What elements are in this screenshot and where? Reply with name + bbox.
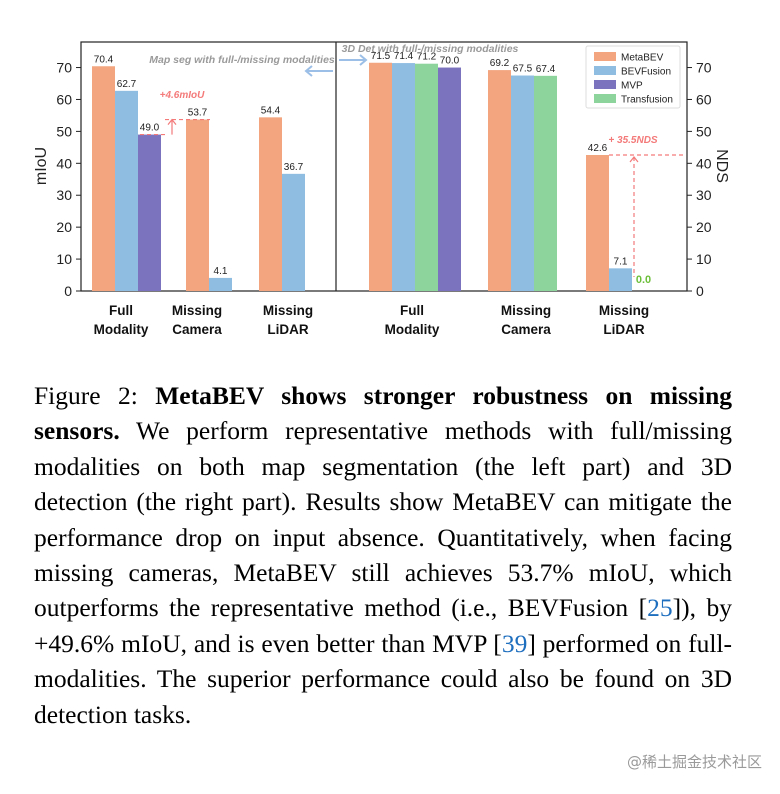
data-label-mvp: 70.0	[440, 56, 460, 67]
left-tick-label: 70	[56, 60, 72, 76]
legend-label-bevfusion: BEVFusion	[621, 67, 671, 78]
watermark: @稀土掘金技术社区	[626, 753, 762, 771]
bar-mvp	[438, 67, 461, 292]
legend-box	[585, 45, 681, 109]
bar-transfusion	[415, 63, 438, 292]
data-label-metabev: 69.2	[490, 58, 510, 69]
x-tick-label-line2: Modality	[94, 322, 149, 337]
x-tick-label-line2: Camera	[172, 322, 222, 337]
data-label-mvp: 49.0	[140, 123, 160, 134]
citation-link-39[interactable]: 39	[501, 628, 528, 658]
bar-bevfusion	[392, 63, 415, 291]
citation-link-25[interactable]: 25	[647, 593, 673, 623]
left-tick-label: 40	[56, 155, 72, 171]
annotation-right: + 35.5NDS	[608, 135, 658, 146]
legend-swatch-mvp	[594, 80, 616, 89]
x-tick-label-line2: LiDAR	[267, 322, 308, 337]
bar-bevfusion	[282, 173, 305, 291]
x-tick-label-line1: Missing	[172, 303, 222, 318]
data-label-metabev: 54.4	[261, 105, 281, 116]
right-tick-label: 10	[696, 251, 712, 267]
chart-figure: 0 0 10 10 20 20 30 30 40 40 50 50 60 60 70 70 mIoU NDS 70.…	[33, 41, 730, 337]
data-label-transfusion: 67.4	[536, 64, 556, 75]
data-label-metabev: 71.5	[371, 51, 391, 62]
caption-body-3: ] performed on full-modalities. The supe…	[34, 628, 733, 729]
x-tick-label-line1: Full	[400, 303, 424, 318]
right-tick-label: 70	[696, 60, 712, 76]
bar-mvp	[138, 134, 161, 291]
right-tick-label: 0	[696, 283, 704, 299]
annotation-arrow-icon	[167, 118, 177, 135]
bar-metabev	[586, 155, 609, 291]
panel-title-map-seg: Map seg with full-/missing modalities	[149, 54, 335, 66]
data-label-bevfusion: 62.7	[117, 79, 137, 90]
left-axis-label: mIoU	[33, 147, 50, 185]
left-tick-label: 60	[56, 91, 72, 107]
x-tick-label-line1: Missing	[263, 303, 313, 318]
x-tick-label-line2: Camera	[501, 322, 551, 337]
x-tick-label-line1: Missing	[501, 303, 551, 318]
legend-swatch-metabev	[594, 52, 616, 61]
x-tick-label-line2: LiDAR	[603, 322, 644, 337]
arrow-left-icon	[304, 65, 333, 77]
bar-metabev	[259, 117, 282, 291]
right-axis-label: NDS	[713, 149, 730, 183]
left-tick-label: 0	[64, 283, 72, 299]
figure-caption: Figure 2: MetaBEV shows stronger robustn…	[34, 378, 732, 732]
caption-body-2: ]), by +49.6% mIoU, and is even better t…	[34, 593, 733, 658]
right-tick-label: 50	[696, 123, 712, 139]
bar-metabev	[488, 70, 511, 291]
data-label-transfusion: 71.2	[417, 52, 437, 63]
caption-title: MetaBEV shows stronger robustness on mis…	[34, 381, 732, 446]
right-tick-label: 60	[696, 91, 712, 107]
data-label-metabev: 70.4	[94, 54, 114, 65]
legend-swatch-transfusion	[594, 94, 616, 103]
left-tick-label: 30	[56, 187, 72, 203]
data-label-bevfusion: 7.1	[614, 256, 628, 267]
bar-metabev	[92, 66, 115, 291]
arrow-right-icon	[339, 54, 368, 66]
bar-bevfusion	[511, 75, 534, 292]
data-label-bevfusion: 71.4	[394, 51, 414, 62]
legend-label-metabev: MetaBEV	[621, 53, 664, 64]
bar-bevfusion	[209, 277, 232, 291]
right-tick-label: 30	[696, 187, 712, 203]
right-tick-label: 20	[696, 219, 712, 235]
data-label-metabev: 53.7	[188, 108, 208, 119]
bar-transfusion	[534, 75, 557, 291]
left-tick-label: 10	[56, 251, 72, 267]
legend-swatch-bevfusion	[594, 66, 616, 75]
legend-label-transfusion: Transfusion	[621, 95, 673, 106]
left-tick-label: 50	[56, 123, 72, 139]
figure-label: Figure 2:	[34, 381, 138, 410]
x-tick-label-line1: Missing	[599, 303, 649, 318]
annotation-left: +4.6mIoU	[160, 90, 206, 101]
bar-bevfusion	[609, 268, 632, 291]
legend-label-mvp: MVP	[621, 81, 643, 92]
right-tick-label: 40	[696, 155, 712, 171]
data-label-bevfusion: 36.7	[284, 162, 304, 173]
x-tick-label-line2: Modality	[385, 322, 440, 337]
annotation-arrowhead-icon	[629, 156, 639, 163]
bar-metabev	[369, 62, 392, 291]
panel-title-3d-det: 3D Det with full-/missing modalities	[342, 43, 519, 55]
caption-body-1: We perform representative methods with f…	[34, 416, 732, 623]
x-tick-label-line1: Full	[109, 303, 133, 318]
left-tick-label: 20	[56, 219, 72, 235]
bar-metabev	[186, 119, 209, 291]
data-label-metabev: 42.6	[588, 143, 608, 154]
data-label-transfusion: 0.0	[636, 274, 651, 286]
bar-bevfusion	[115, 90, 138, 291]
data-label-bevfusion: 67.5	[513, 64, 533, 75]
data-label-bevfusion: 4.1	[214, 266, 228, 277]
